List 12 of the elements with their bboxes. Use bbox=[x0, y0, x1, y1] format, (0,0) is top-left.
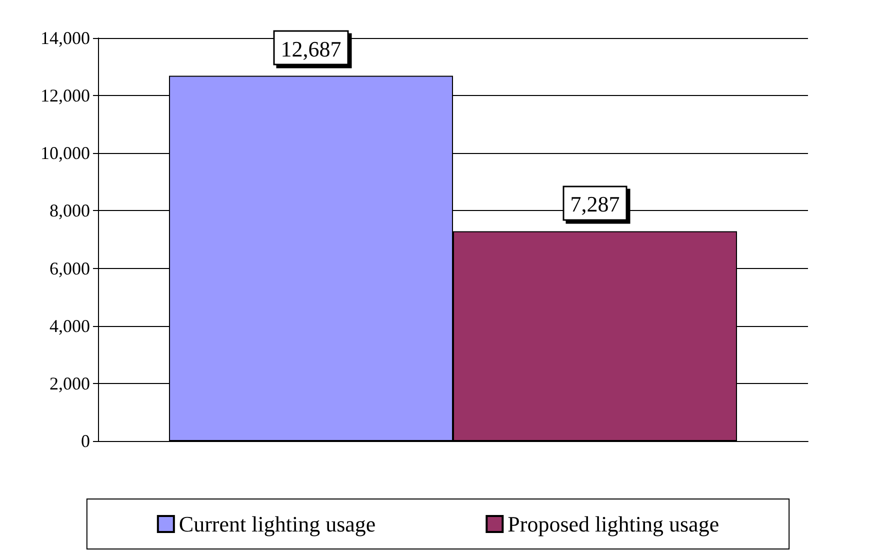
data-label: 12,687 bbox=[280, 36, 342, 62]
y-tick-label: 12,000 bbox=[40, 86, 90, 106]
y-tick-label: 8,000 bbox=[50, 200, 90, 221]
y-tick-label: 2,000 bbox=[50, 373, 90, 394]
y-tick-label: 0 bbox=[81, 431, 90, 451]
legend-label: Current lighting usage bbox=[178, 512, 376, 536]
y-tick-label: 4,000 bbox=[50, 316, 90, 336]
y-tick-label: 14,000 bbox=[40, 28, 90, 48]
data-label: 7,287 bbox=[570, 192, 620, 217]
legend-label: Proposed lighting usage bbox=[508, 512, 720, 536]
y-tick-label: 10,000 bbox=[40, 143, 90, 164]
y-tick-label: 6,000 bbox=[50, 258, 90, 278]
